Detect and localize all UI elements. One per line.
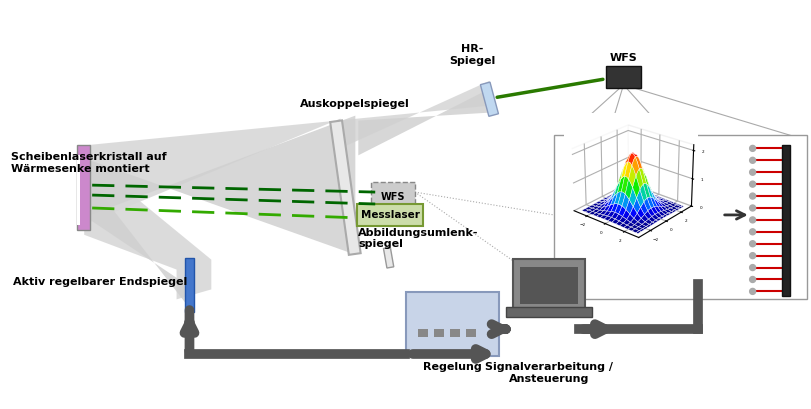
- Circle shape: [749, 157, 755, 163]
- Circle shape: [749, 169, 755, 175]
- Bar: [433, 329, 443, 337]
- Bar: [418, 329, 427, 337]
- Text: Scheibenlaserkristall auf
Wärmesenke montiert: Scheibenlaserkristall auf Wärmesenke mon…: [11, 153, 166, 174]
- Circle shape: [749, 217, 755, 223]
- Text: WFS: WFS: [380, 192, 405, 202]
- Circle shape: [749, 276, 755, 283]
- Polygon shape: [84, 155, 211, 299]
- FancyBboxPatch shape: [513, 258, 584, 310]
- FancyBboxPatch shape: [520, 267, 577, 304]
- Polygon shape: [77, 146, 90, 230]
- Text: WFS: WFS: [609, 53, 637, 63]
- FancyBboxPatch shape: [184, 258, 194, 312]
- Polygon shape: [90, 116, 355, 255]
- Polygon shape: [90, 180, 187, 304]
- Circle shape: [749, 146, 755, 151]
- FancyBboxPatch shape: [406, 292, 499, 356]
- Bar: [465, 329, 475, 337]
- Polygon shape: [84, 81, 489, 225]
- FancyBboxPatch shape: [553, 135, 806, 299]
- FancyBboxPatch shape: [357, 204, 423, 226]
- Circle shape: [749, 193, 755, 199]
- Text: Signalverarbeitung /
Ansteuerung: Signalverarbeitung / Ansteuerung: [484, 362, 612, 384]
- Text: Abbildungsumlenk-
spiegel: Abbildungsumlenk- spiegel: [358, 228, 478, 249]
- Circle shape: [749, 288, 755, 294]
- Circle shape: [749, 241, 755, 247]
- Text: HR-
Spiegel: HR- Spiegel: [448, 44, 495, 66]
- Circle shape: [749, 205, 755, 211]
- FancyBboxPatch shape: [605, 66, 641, 88]
- Polygon shape: [480, 82, 498, 116]
- FancyBboxPatch shape: [371, 182, 414, 204]
- Circle shape: [749, 253, 755, 258]
- Bar: [449, 329, 459, 337]
- Polygon shape: [77, 155, 80, 225]
- Polygon shape: [358, 89, 489, 155]
- Text: Auskoppelspiegel: Auskoppelspiegel: [299, 99, 409, 109]
- FancyBboxPatch shape: [782, 146, 789, 297]
- Polygon shape: [330, 120, 360, 255]
- Text: Regelung: Regelung: [423, 362, 482, 372]
- FancyBboxPatch shape: [506, 307, 591, 317]
- Text: Aktiv regelbarer Endspiegel: Aktiv regelbarer Endspiegel: [13, 277, 187, 288]
- Polygon shape: [383, 247, 393, 268]
- Text: Messlaser: Messlaser: [360, 210, 419, 220]
- Circle shape: [749, 265, 755, 270]
- Circle shape: [749, 229, 755, 235]
- Circle shape: [749, 181, 755, 187]
